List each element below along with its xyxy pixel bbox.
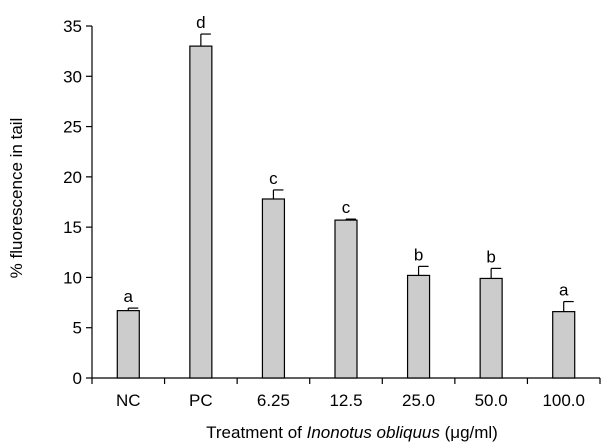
x-axis-title-suffix: (μg/ml) xyxy=(440,423,498,442)
x-tick-label: PC xyxy=(189,391,213,410)
plot-area: 0 5 10 15 20 25 30 35 a NC d PC c 6.25 c 12.5 b 25.0 b 50.0… xyxy=(63,13,601,410)
x-tick-label: 12.5 xyxy=(329,391,362,410)
x-tick-label: 50.0 xyxy=(475,391,508,410)
significance-label: a xyxy=(124,287,134,306)
y-tick-label: 35 xyxy=(63,17,82,36)
x-tick-label: 6.25 xyxy=(257,391,290,410)
y-tick-label: 20 xyxy=(63,168,82,187)
bar xyxy=(334,219,358,379)
significance-label: a xyxy=(559,281,569,300)
y-tick-label: 25 xyxy=(63,118,82,137)
bar xyxy=(261,198,286,379)
significance-label: c xyxy=(269,169,278,188)
bar xyxy=(116,310,140,379)
significance-label: b xyxy=(414,245,423,264)
bar xyxy=(406,274,431,379)
y-tick-label: 0 xyxy=(73,369,82,388)
significance-label: b xyxy=(486,247,495,266)
y-tick-label: 10 xyxy=(63,268,82,287)
bar xyxy=(189,45,213,379)
significance-label: c xyxy=(342,198,351,217)
x-axis-title-italic: Inonotus obliquus xyxy=(307,423,441,442)
x-tick-label: 25.0 xyxy=(402,391,435,410)
y-tick-label: 5 xyxy=(73,319,82,338)
bar xyxy=(552,311,576,379)
y-tick-label: 30 xyxy=(63,67,82,86)
x-tick-label: 100.0 xyxy=(542,391,585,410)
bar xyxy=(479,277,503,379)
x-axis-title-prefix: Treatment of xyxy=(206,423,306,442)
significance-label: d xyxy=(196,13,205,32)
y-axis-title: % fluorescence in tail xyxy=(7,118,26,279)
y-tick-label: 15 xyxy=(63,218,82,237)
x-axis-title: Treatment of Inonotus obliquus (μg/ml) xyxy=(206,423,498,442)
x-tick-label: NC xyxy=(116,391,141,410)
